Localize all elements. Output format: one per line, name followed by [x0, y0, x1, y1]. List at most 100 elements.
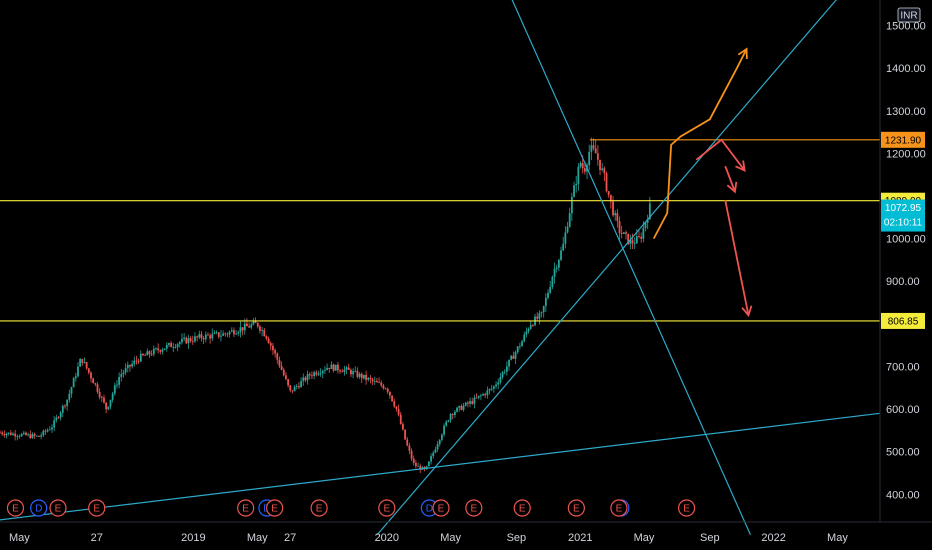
candle-body — [228, 331, 231, 335]
candle-body — [397, 408, 400, 415]
y-tick-label: 1000.00 — [886, 234, 926, 246]
candle-body — [269, 343, 272, 346]
earnings-marker[interactable] — [465, 499, 483, 517]
candle-body — [107, 406, 110, 410]
earnings-marker[interactable] — [88, 499, 106, 517]
trendline[interactable] — [0, 412, 881, 521]
earnings-marker[interactable] — [237, 499, 255, 517]
candle-body — [473, 397, 476, 404]
candle-body — [295, 386, 298, 387]
candle-body — [237, 332, 240, 334]
candle-body — [263, 330, 266, 337]
projection-path[interactable] — [724, 165, 736, 193]
candle-body — [276, 353, 279, 360]
trendline[interactable] — [376, 0, 880, 536]
candle-body — [83, 362, 86, 363]
candle-body — [31, 434, 34, 438]
candle-body — [408, 445, 411, 451]
candle-body — [18, 436, 21, 438]
projection-path[interactable] — [724, 200, 750, 316]
candle-body — [376, 380, 378, 383]
candle-body — [113, 385, 116, 394]
candle-body — [568, 213, 571, 227]
earnings-marker[interactable] — [378, 499, 396, 517]
candle-body — [540, 312, 543, 314]
candle-body — [92, 378, 95, 384]
candle-body — [122, 372, 125, 375]
candle-body — [14, 433, 17, 437]
candle-body — [12, 433, 14, 436]
currency-badge[interactable] — [897, 7, 921, 23]
candle-body — [278, 359, 281, 366]
last-price-tag[interactable] — [881, 199, 925, 232]
projection-path[interactable] — [652, 48, 748, 240]
earnings-marker[interactable] — [6, 499, 25, 517]
candle-body — [7, 432, 10, 434]
candle-body — [165, 344, 168, 349]
projection-path[interactable] — [695, 138, 746, 171]
event-marker-label: E — [316, 504, 323, 515]
candle-body — [601, 168, 604, 171]
candle-body — [417, 465, 419, 467]
earnings-marker[interactable] — [567, 499, 585, 517]
candle-body — [321, 370, 324, 374]
earnings-marker[interactable] — [266, 499, 284, 517]
earnings-marker[interactable] — [49, 499, 67, 517]
trendline[interactable] — [497, 0, 751, 536]
candle-body — [529, 325, 532, 329]
candle-body — [200, 334, 203, 339]
arrow-head — [737, 47, 748, 60]
candle-body — [575, 183, 578, 186]
candle-body — [239, 327, 242, 333]
candle-body — [252, 321, 255, 325]
earnings-marker[interactable] — [432, 499, 450, 517]
candle-body — [155, 348, 157, 350]
drawing-lines[interactable] — [0, 0, 881, 536]
candle-body — [324, 369, 326, 371]
candle-body — [380, 382, 383, 386]
event-markers[interactable]: EDEEEDEEEDEEEEDEE — [6, 499, 696, 517]
candle-body — [0, 432, 1, 434]
candle-body — [204, 334, 207, 340]
candle-body — [358, 373, 361, 377]
price-level-tag[interactable] — [881, 312, 925, 329]
earnings-marker[interactable] — [677, 499, 696, 517]
event-marker-label: E — [683, 504, 690, 515]
candle-body — [256, 322, 259, 327]
earnings-marker[interactable] — [610, 499, 628, 517]
candle-body — [434, 449, 437, 453]
candle-body — [57, 417, 60, 419]
candle-body — [174, 347, 177, 348]
candle-body — [536, 316, 539, 319]
candle-body — [207, 334, 209, 336]
projection-arrows[interactable] — [652, 47, 753, 318]
candle-body — [282, 369, 285, 376]
candle-body — [40, 435, 43, 437]
y-tick-label: 400.00 — [886, 489, 920, 501]
candle-body — [644, 222, 647, 228]
candle-body — [458, 405, 461, 408]
earnings-marker[interactable] — [513, 499, 531, 517]
y-tick-label: 1400.00 — [886, 63, 926, 75]
candle-body — [226, 333, 229, 335]
candle-body — [70, 387, 73, 394]
candle-body — [68, 393, 71, 400]
candle-body — [289, 385, 292, 391]
candle-body — [298, 386, 300, 388]
candle-body — [280, 365, 283, 370]
candle-body — [116, 384, 118, 386]
event-marker-label: E — [438, 504, 445, 515]
dividend-marker[interactable] — [30, 499, 48, 517]
candle-body — [607, 191, 610, 195]
price-level-tag[interactable] — [881, 131, 925, 148]
candle-body — [191, 340, 194, 342]
candle-body — [337, 364, 339, 371]
earnings-marker[interactable] — [310, 499, 328, 517]
candle-body — [129, 364, 131, 367]
candle-body — [393, 401, 396, 407]
candle-body — [555, 267, 558, 269]
candle-body — [59, 412, 62, 418]
